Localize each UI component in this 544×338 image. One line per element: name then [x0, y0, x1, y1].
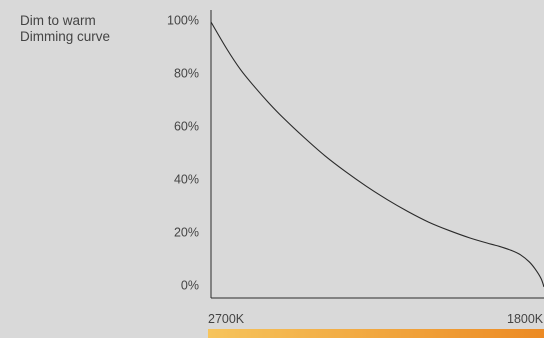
dimming-curve-line — [210, 21, 544, 288]
y-tick-label: 80% — [174, 66, 199, 80]
x-tick-label: 1800K — [507, 312, 544, 326]
y-tick-label: 100% — [167, 13, 199, 27]
chart-subtitle: Dimming curve — [20, 29, 111, 44]
y-tick-label: 60% — [174, 119, 199, 133]
y-tick-label: 40% — [174, 172, 199, 186]
y-tick-label: 0% — [181, 278, 199, 292]
color-temperature-gradient-bar — [208, 329, 544, 338]
y-tick-label: 20% — [174, 225, 199, 239]
y-axis-tick-labels: 100% 80% 60% 40% 20% 0% — [167, 13, 199, 292]
chart-title: Dim to warm — [20, 13, 96, 28]
x-tick-label: 2700K — [208, 312, 245, 326]
x-axis-tick-labels: 2700K 1800K — [208, 312, 544, 326]
chart-title-block: Dim to warm Dimming curve — [20, 13, 110, 45]
